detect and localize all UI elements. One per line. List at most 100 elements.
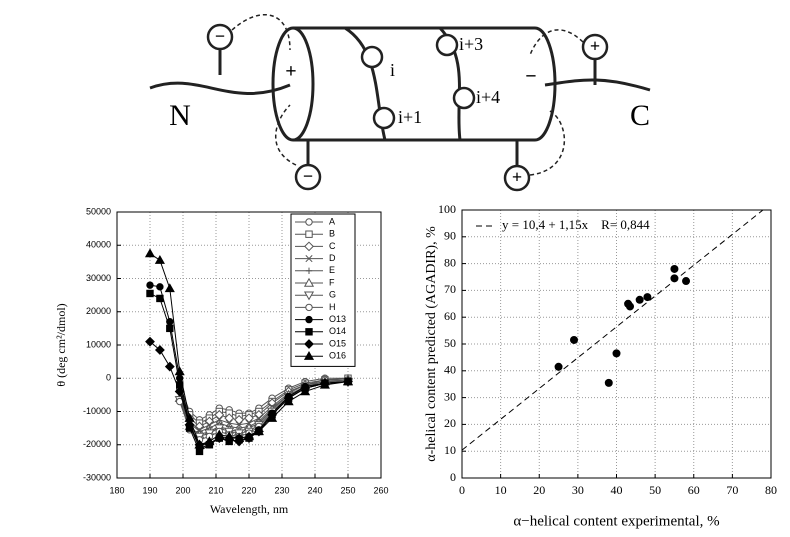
point — [682, 277, 691, 286]
marker — [145, 336, 155, 347]
y-tick-label: 70 — [444, 282, 456, 296]
y-tick-label: 30000 — [86, 273, 111, 283]
legend-label: B — [329, 229, 335, 239]
marker — [214, 429, 225, 439]
y-tick-label: 60 — [444, 309, 456, 323]
helix-diagram: N C i i+1 i+3 i+4 + − − − + + — [149, 14, 651, 192]
residue-label: i+4 — [476, 87, 500, 107]
legend-marker — [305, 328, 313, 336]
point — [626, 302, 635, 311]
marker — [224, 431, 235, 441]
x-tick-label: 210 — [208, 485, 223, 495]
charge-sign: + — [512, 167, 522, 187]
legend-label: E — [329, 265, 335, 275]
marker — [184, 412, 195, 422]
point — [570, 335, 579, 344]
x-tick-label: 10 — [495, 483, 507, 497]
marker — [154, 255, 165, 264]
terminus: N — [169, 99, 191, 132]
marker — [146, 289, 154, 298]
point — [635, 295, 644, 304]
marker — [164, 283, 175, 293]
marker — [204, 436, 215, 446]
legend-marker — [305, 255, 313, 263]
cylinder-end — [271, 26, 315, 142]
marker — [146, 281, 154, 289]
legend-marker — [303, 277, 315, 287]
point — [554, 362, 563, 371]
residue-label: i+1 — [398, 107, 422, 127]
legend-label: O16 — [329, 351, 346, 361]
point — [670, 274, 679, 283]
x-tick-label: 200 — [175, 485, 190, 495]
marker — [215, 416, 223, 424]
y-tick-label: -20000 — [83, 439, 111, 449]
y-tick-label: 80 — [444, 255, 456, 269]
y-tick-label: 90 — [444, 229, 456, 243]
x-axis-label: α−helical content experimental, % — [513, 513, 719, 529]
legend-label: O15 — [329, 338, 346, 348]
y-tick-label: 100 — [438, 202, 456, 216]
marker — [156, 283, 164, 291]
legend-marker — [305, 218, 313, 226]
marker — [156, 294, 164, 303]
x-tick-label: 250 — [340, 485, 355, 495]
marker — [194, 439, 205, 449]
cylinder — [293, 26, 535, 142]
legend-label: C — [329, 241, 336, 251]
legend-marker — [304, 339, 314, 349]
legend-label: A — [329, 216, 335, 226]
dipole-sign: + — [285, 61, 296, 83]
x-tick-label: 30 — [572, 483, 584, 497]
y-tick-label: 0 — [450, 470, 456, 484]
y-tick-label: 20000 — [86, 306, 111, 316]
legend-marker — [303, 350, 315, 360]
residue-label: i+3 — [459, 34, 483, 54]
x-tick-label: 20 — [533, 483, 545, 497]
y-tick-label: 40 — [444, 363, 456, 377]
x-tick-label: 0 — [459, 483, 465, 497]
dipole-sign: − — [525, 66, 536, 88]
plot-frame — [116, 211, 382, 479]
plot-frame — [461, 209, 772, 479]
y-tick-label: 40000 — [86, 240, 111, 250]
legend-label: F — [329, 277, 335, 287]
marker — [235, 421, 243, 429]
y-tick-label: 10 — [444, 443, 456, 457]
x-tick-label: 190 — [142, 485, 157, 495]
marker — [300, 386, 311, 396]
x-tick-label: 240 — [307, 485, 322, 495]
legend-marker — [305, 315, 313, 324]
marker — [174, 386, 185, 397]
x-tick-label: 260 — [373, 485, 388, 495]
marker — [144, 248, 156, 258]
x-tick-label: 60 — [688, 483, 700, 497]
x-tick-label: 180 — [109, 485, 124, 495]
point — [643, 293, 652, 302]
marker — [253, 426, 264, 436]
x-tick-label: 230 — [274, 485, 289, 495]
y-tick-label: 0 — [106, 373, 111, 383]
marker — [267, 412, 278, 422]
marker — [319, 379, 330, 389]
series-line — [179, 381, 349, 438]
legend-label: O14 — [329, 326, 346, 336]
y-tick-label: 20 — [444, 416, 456, 430]
legend — [290, 213, 356, 367]
y-tick-label: -30000 — [83, 472, 111, 482]
y-tick-label: 50000 — [86, 206, 111, 216]
point — [670, 264, 679, 273]
charge-sign: + — [590, 36, 600, 56]
legend-label: G — [329, 290, 336, 300]
legend-marker — [305, 303, 313, 312]
charge-sign: − — [303, 166, 313, 186]
marker — [154, 345, 165, 355]
charge-sign: − — [215, 26, 225, 46]
legend-marker — [305, 230, 313, 238]
y-tick-label: 30 — [444, 389, 456, 403]
legend-label: D — [329, 253, 336, 263]
marker — [234, 432, 245, 442]
marker — [214, 409, 225, 420]
x-tick-label: 220 — [241, 485, 256, 495]
legend-marker — [305, 267, 313, 274]
